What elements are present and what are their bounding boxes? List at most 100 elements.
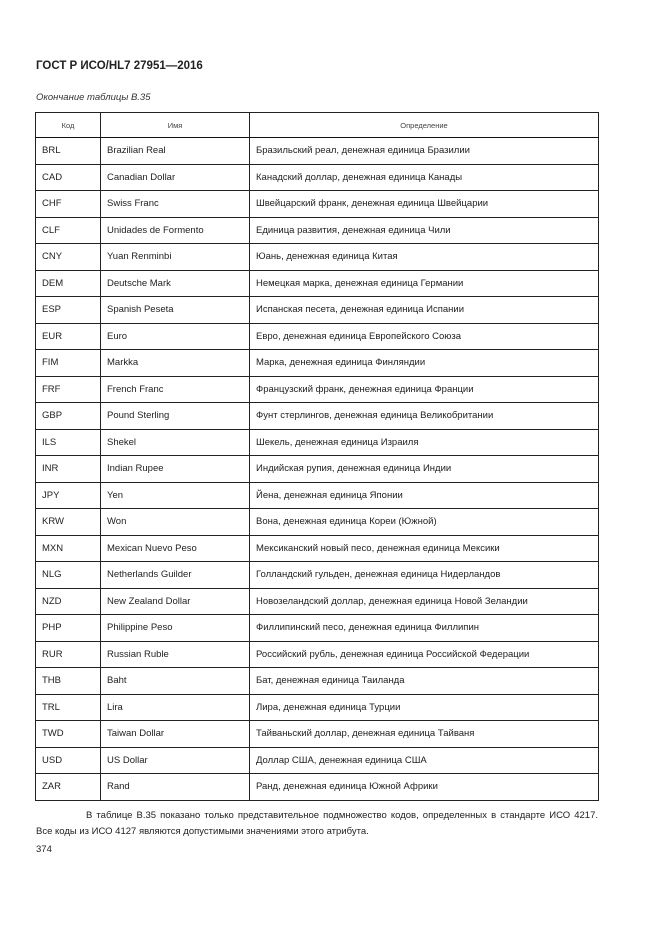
cell-name: Markka <box>100 349 250 377</box>
cell-name: Spanish Peseta <box>100 296 250 324</box>
cell-name: Netherlands Guilder <box>100 561 250 589</box>
table-row: TRL Lira Лира, денежная единица Турции <box>35 693 599 721</box>
table-row: ILS Shekel Шекель, денежная единица Израил… <box>35 428 599 456</box>
table-row: THB Baht Бат, денежная единица Таиланда <box>35 667 599 695</box>
cell-definition: Французский франк, денежная единица Фран… <box>249 375 599 403</box>
cell-name: US Dollar <box>100 746 250 774</box>
cell-definition: Российский рубль, денежная единица Росси… <box>249 640 599 668</box>
document-header: ГОСТ Р ИСО/HL7 27951—2016 <box>36 60 203 72</box>
table-row: KRW Won Вона, денежная единица Кореи (Южно… <box>35 508 599 536</box>
page-number: 374 <box>36 844 52 855</box>
cell-definition: Бразильский реал, денежная единица Брази… <box>249 137 599 165</box>
cell-code: ZAR <box>35 773 101 801</box>
cell-name: Euro <box>100 322 250 350</box>
cell-definition: Мексиканский новый песо, денежная единиц… <box>249 534 599 562</box>
table-row: ESP Spanish Peseta Испанская песета, денеж… <box>35 296 599 324</box>
cell-definition: Канадский доллар, денежная единица Канад… <box>249 163 599 191</box>
cell-name: Won <box>100 508 250 536</box>
cell-definition: Фунт стерлингов, денежная единица Велико… <box>249 402 599 430</box>
table-row: CNY Yuan Renminbi Юань, денежная единица К… <box>35 243 599 271</box>
table-row: BRL Brazilian Real Бразильский реал, денеж… <box>35 137 599 165</box>
cell-definition: Ранд, денежная единица Южной Африки <box>249 773 599 801</box>
cell-code: DEM <box>35 269 101 297</box>
cell-code: BRL <box>35 137 101 165</box>
cell-name: Mexican Nuevo Peso <box>100 534 250 562</box>
cell-name: French Franc <box>100 375 250 403</box>
cell-code: CAD <box>35 163 101 191</box>
cell-definition: Бат, денежная единица Таиланда <box>249 667 599 695</box>
cell-definition: Шекель, денежная единица Израиля <box>249 428 599 456</box>
cell-definition: Тайваньский доллар, денежная единица Тай… <box>249 720 599 748</box>
currency-table: Код Имя Определение BRL Brazilian Real Бра… <box>35 112 599 801</box>
cell-definition: Новозеландский доллар, денежная единица … <box>249 587 599 615</box>
table-row: FIM Markka Марка, денежная единица Финлянд… <box>35 349 599 377</box>
cell-code: CHF <box>35 190 101 218</box>
table-row: PHP Philippine Peso Филлипинский песо, ден… <box>35 614 599 642</box>
cell-name: Shekel <box>100 428 250 456</box>
table-row: DEM Deutsche Mark Немецкая марка, денежная… <box>35 269 599 297</box>
cell-definition: Вона, денежная единица Кореи (Южной) <box>249 508 599 536</box>
cell-name: Russian Ruble <box>100 640 250 668</box>
cell-code: INR <box>35 455 101 483</box>
cell-code: GBP <box>35 402 101 430</box>
cell-name: Indian Rupee <box>100 455 250 483</box>
table-row: GBP Pound Sterling Фунт стерлингов, денежн… <box>35 402 599 430</box>
cell-name: Philippine Peso <box>100 614 250 642</box>
cell-name: Baht <box>100 667 250 695</box>
cell-definition: Йена, денежная единица Японии <box>249 481 599 509</box>
table-row: FRF French Franc Французский франк, денежн… <box>35 375 599 403</box>
cell-name: Yen <box>100 481 250 509</box>
column-header-name: Имя <box>100 112 250 138</box>
cell-code: NZD <box>35 587 101 615</box>
cell-code: RUR <box>35 640 101 668</box>
table-row: TWD Taiwan Dollar Тайваньский доллар, дене… <box>35 720 599 748</box>
cell-code: CNY <box>35 243 101 271</box>
table-row: JPY Yen Йена, денежная единица Японии <box>35 481 599 509</box>
cell-name: Canadian Dollar <box>100 163 250 191</box>
column-header-definition: Определение <box>249 112 599 138</box>
cell-code: PHP <box>35 614 101 642</box>
table-row: EUR Euro Евро, денежная единица Европейско… <box>35 322 599 350</box>
cell-name: Yuan Renminbi <box>100 243 250 271</box>
cell-code: FRF <box>35 375 101 403</box>
table-row: CLF Unidades de Formento Единица развития,… <box>35 216 599 244</box>
table-row: MXN Mexican Nuevo Peso Мексиканский новый … <box>35 534 599 562</box>
cell-name: Unidades de Formento <box>100 216 250 244</box>
table-row: INR Indian Rupee Индийская рупия, денежная… <box>35 455 599 483</box>
cell-code: THB <box>35 667 101 695</box>
cell-code: USD <box>35 746 101 774</box>
table-caption: Окончание таблицы В.35 <box>36 92 151 103</box>
cell-definition: Филлипинский песо, денежная единица Филл… <box>249 614 599 642</box>
cell-code: FIM <box>35 349 101 377</box>
cell-definition: Испанская песета, денежная единица Испан… <box>249 296 599 324</box>
cell-name: Taiwan Dollar <box>100 720 250 748</box>
cell-definition: Лира, денежная единица Турции <box>249 693 599 721</box>
table-row: ZAR Rand Ранд, денежная единица Южной Афри… <box>35 773 599 801</box>
cell-name: Swiss Franc <box>100 190 250 218</box>
cell-definition: Швейцарский франк, денежная единица Швей… <box>249 190 599 218</box>
table-row: CHF Swiss Franc Швейцарский франк, денежна… <box>35 190 599 218</box>
column-header-code: Код <box>35 112 101 138</box>
cell-definition: Немецкая марка, денежная единица Германи… <box>249 269 599 297</box>
cell-name: Brazilian Real <box>100 137 250 165</box>
cell-code: TWD <box>35 720 101 748</box>
cell-code: CLF <box>35 216 101 244</box>
cell-definition: Юань, денежная единица Китая <box>249 243 599 271</box>
cell-definition: Индийская рупия, денежная единица Индии <box>249 455 599 483</box>
cell-code: ILS <box>35 428 101 456</box>
cell-name: Pound Sterling <box>100 402 250 430</box>
cell-code: TRL <box>35 693 101 721</box>
cell-name: Deutsche Mark <box>100 269 250 297</box>
table-row: RUR Russian Ruble Российский рубль, денежн… <box>35 640 599 668</box>
table-row: NZD New Zealand Dollar Новозеландский долл… <box>35 587 599 615</box>
cell-definition: Доллар США, денежная единица США <box>249 746 599 774</box>
cell-code: JPY <box>35 481 101 509</box>
table-row: USD US Dollar Доллар США, денежная единица… <box>35 746 599 774</box>
cell-code: KRW <box>35 508 101 536</box>
cell-definition: Марка, денежная единица Финляндии <box>249 349 599 377</box>
cell-definition: Единица развития, денежная единица Чили <box>249 216 599 244</box>
cell-definition: Евро, денежная единица Европейского Союз… <box>249 322 599 350</box>
cell-code: EUR <box>35 322 101 350</box>
table-note: В таблице В.35 показано только представи… <box>36 810 598 837</box>
cell-name: New Zealand Dollar <box>100 587 250 615</box>
